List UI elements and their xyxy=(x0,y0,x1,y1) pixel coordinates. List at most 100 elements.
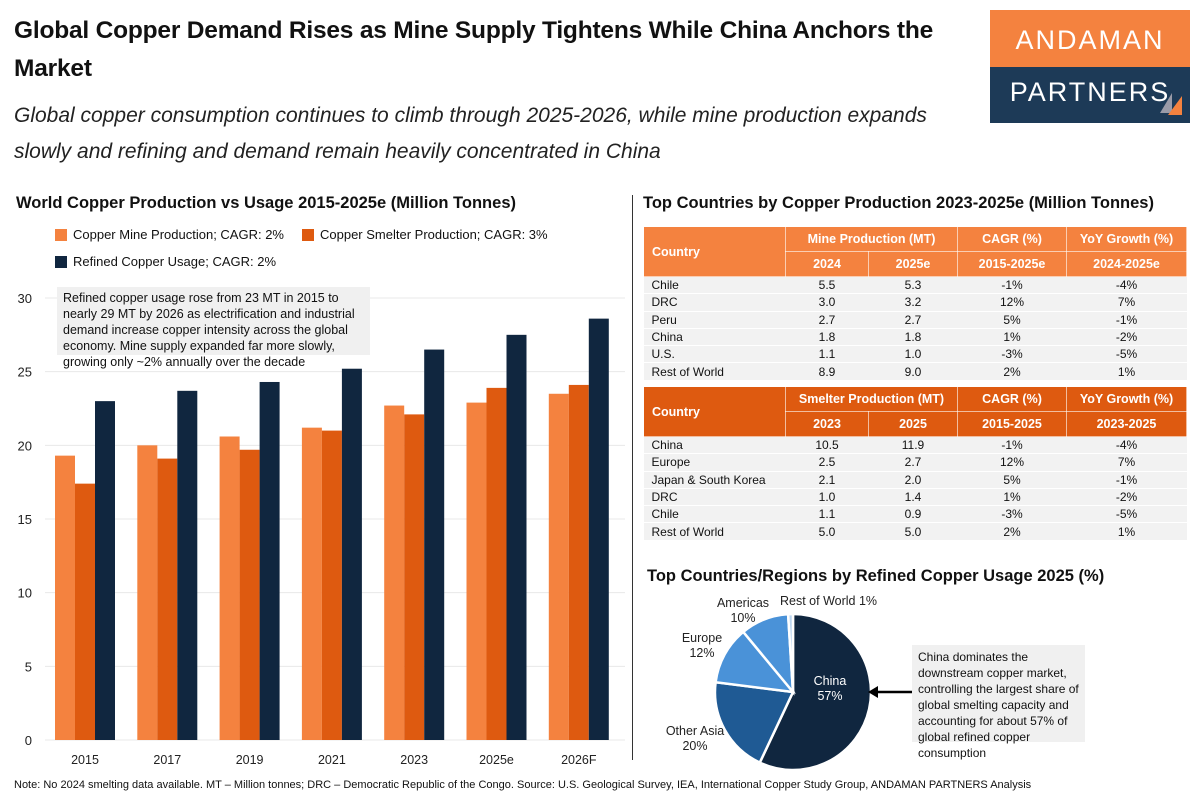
table-row: DRC 1.0 1.4 1% -2% xyxy=(643,488,1187,507)
header-cagr: CAGR (%) xyxy=(957,226,1068,252)
bar-smelter xyxy=(157,458,178,740)
table-cell: 1% xyxy=(957,328,1067,347)
pie-slice xyxy=(713,680,795,765)
table-cell: 1.8 xyxy=(868,328,958,347)
table-row: Chile 5.5 5.3 -1% -4% xyxy=(643,276,1187,295)
table-cell: -4% xyxy=(1066,436,1187,455)
y-tick-label: 15 xyxy=(18,512,32,527)
table-cell: 1% xyxy=(1066,522,1187,541)
table-cell: 2.0 xyxy=(868,471,958,489)
table-cell: -1% xyxy=(957,436,1067,455)
pie-label: Americas xyxy=(717,596,769,610)
subheader: 2015-2025 xyxy=(957,411,1067,437)
header-production: Mine Production (MT) xyxy=(784,226,959,252)
table-cell: China xyxy=(643,328,786,347)
subheader: 2023-2025 xyxy=(1066,411,1187,437)
page-subtitle: Global copper consumption continues to c… xyxy=(14,104,927,163)
pie-label: China xyxy=(814,674,847,688)
table-cell: -3% xyxy=(957,345,1067,364)
bar-mine xyxy=(466,402,487,740)
table-cell: Peru xyxy=(643,311,786,329)
legend-swatch-smelter xyxy=(302,228,314,241)
x-tick-label: 2017 xyxy=(153,753,181,767)
bar-usage xyxy=(424,349,445,740)
table-cell: 2% xyxy=(957,362,1067,381)
pie-slice xyxy=(758,612,873,772)
x-tick-label: 2015 xyxy=(71,753,99,767)
table-cell: 2.1 xyxy=(785,471,869,489)
table-row: U.S. 1.1 1.0 -3% -5% xyxy=(643,345,1187,364)
table-cell: -1% xyxy=(1066,311,1187,329)
table-row: China 1.8 1.8 1% -2% xyxy=(643,328,1187,347)
chart-annotation: Refined copper usage rose from 23 MT in … xyxy=(57,287,370,369)
table-cell: 3.2 xyxy=(868,293,958,312)
table-cell: 5% xyxy=(957,311,1067,329)
table-cell: 1.0 xyxy=(868,345,958,364)
table-cell: Chile xyxy=(643,505,786,524)
bar-smelter xyxy=(404,414,425,740)
pie-callout: China dominates the downstream copper ma… xyxy=(912,645,1085,760)
table-cell: 5.5 xyxy=(785,276,869,295)
table-cell: -4% xyxy=(1066,276,1187,295)
table-cell: 10.5 xyxy=(785,436,869,455)
bar-smelter xyxy=(321,430,342,740)
bar-mine xyxy=(301,427,322,740)
table-cell: DRC xyxy=(643,293,786,312)
bar-smelter xyxy=(568,384,589,740)
y-tick-label: 30 xyxy=(18,291,32,306)
table-row: Rest of World 5.0 5.0 2% 1% xyxy=(643,522,1187,541)
table-cell: 1.8 xyxy=(785,328,869,347)
mine-production-table: Country Mine Production (MT) CAGR (%) YoY G… xyxy=(643,226,1188,381)
bar-usage xyxy=(588,318,609,740)
bar-smelter xyxy=(239,449,260,740)
table-cell: 1.1 xyxy=(785,505,869,524)
subheader: 2024-2025e xyxy=(1066,251,1188,277)
table-row: Japan & South Korea 2.1 2.0 5% -1% xyxy=(643,471,1187,489)
bar-usage xyxy=(95,401,115,740)
bar-smelter xyxy=(75,483,95,740)
table-cell: 2.7 xyxy=(785,311,869,329)
header-cagr: CAGR (%) xyxy=(957,386,1067,412)
pie-value: 57% xyxy=(817,689,842,703)
y-tick-label: 5 xyxy=(25,659,32,674)
table-cell: 2.7 xyxy=(868,311,958,329)
table-cell: 11.9 xyxy=(868,436,958,455)
bar-chart: 0 5 10 15 20 25 30 2015 2017 2019 2021 2023 2025e 202… xyxy=(18,291,625,767)
bar-usage xyxy=(506,334,527,740)
table-cell: 8.9 xyxy=(785,362,869,381)
table-cell: Chile xyxy=(643,276,786,295)
bar-usage xyxy=(341,368,362,740)
bar-mine xyxy=(384,405,405,740)
table-cell: 1.0 xyxy=(785,488,869,507)
table-cell: 1.4 xyxy=(868,488,958,507)
table-cell: Rest of World xyxy=(643,522,786,541)
table-row: Chile 1.1 0.9 -3% -5% xyxy=(643,505,1187,524)
header-yoy: YoY Growth (%) xyxy=(1066,386,1187,412)
table-cell: Europe xyxy=(643,453,786,472)
table-row: China 10.5 11.9 -1% -4% xyxy=(643,436,1187,455)
logo-line2: PARTNERS xyxy=(1009,77,1171,107)
legend-usage: Refined Copper Usage; CAGR: 2% xyxy=(55,254,276,269)
y-tick-label: 0 xyxy=(25,733,32,748)
table-cell: 2.7 xyxy=(868,453,958,472)
table-cell: DRC xyxy=(643,488,786,507)
table-cell: 1% xyxy=(957,488,1067,507)
x-tick-label: 2025e xyxy=(479,753,514,767)
bar-mine xyxy=(137,445,158,740)
bar-chart-title: World Copper Production vs Usage 2015-20… xyxy=(16,194,516,212)
table-cell: 7% xyxy=(1066,453,1187,472)
sail-icon xyxy=(1160,93,1182,115)
table-cell: -5% xyxy=(1066,345,1187,364)
page-title: Global Copper Demand Rises as Mine Suppl… xyxy=(14,17,934,82)
footnote: Note: No 2024 smelting data available. M… xyxy=(14,779,1032,791)
pie-label: Rest of World 1% xyxy=(780,594,877,608)
table-cell: -2% xyxy=(1066,328,1187,347)
table-cell: 5% xyxy=(957,471,1067,489)
pie-value: 12% xyxy=(689,646,714,660)
table-cell: China xyxy=(643,436,786,455)
table-row: Europe 2.5 2.7 12% 7% xyxy=(643,453,1187,472)
subheader: 2025 xyxy=(868,411,958,437)
table-row: DRC 3.0 3.2 12% 7% xyxy=(643,293,1187,312)
table-cell: 5.0 xyxy=(868,522,958,541)
